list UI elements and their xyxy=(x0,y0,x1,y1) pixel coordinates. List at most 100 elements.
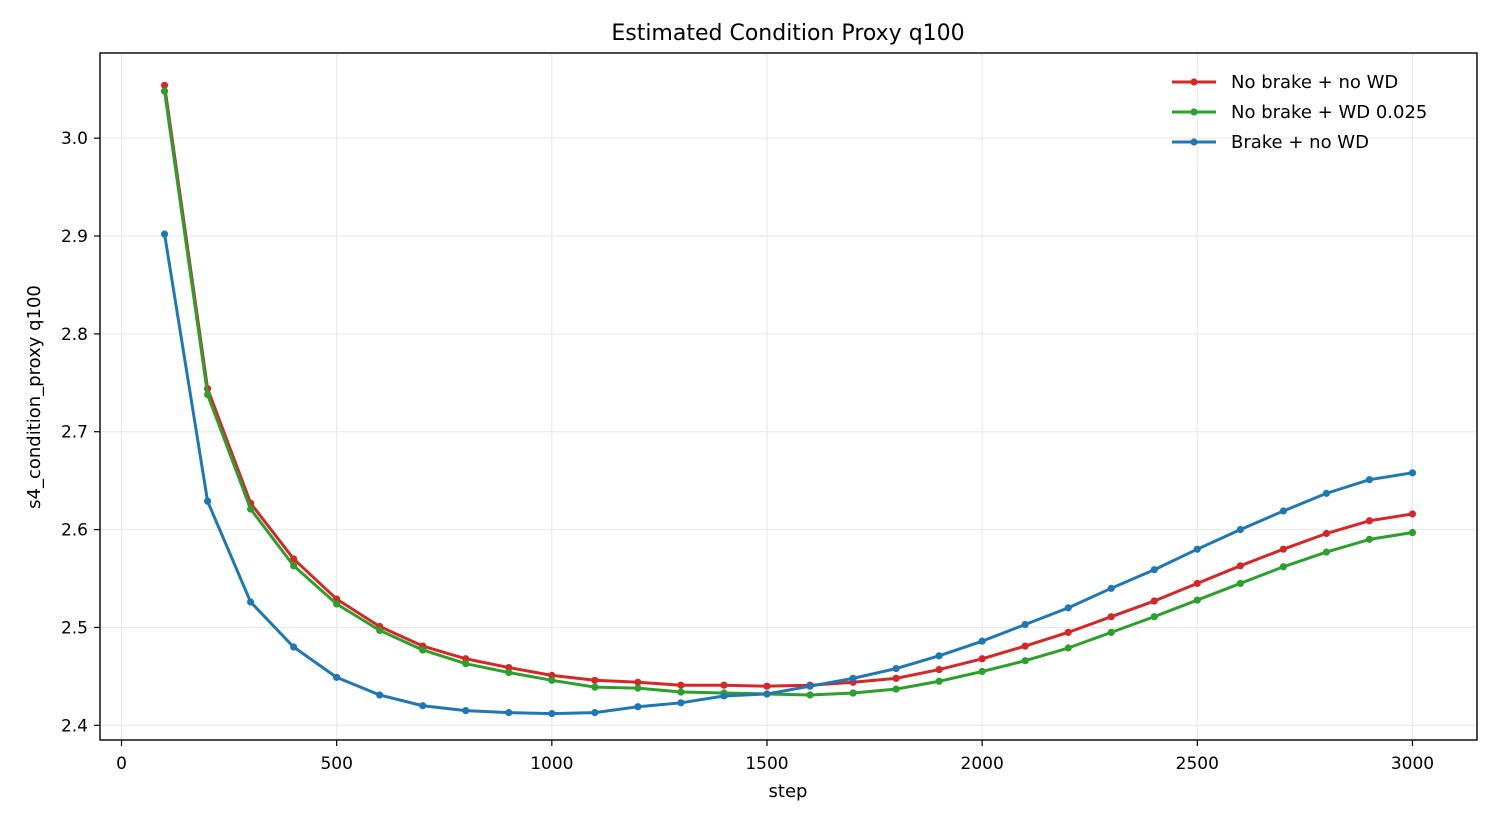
data-point xyxy=(203,390,212,399)
data-point xyxy=(1236,525,1244,534)
data-point xyxy=(892,674,900,682)
data-point xyxy=(935,665,943,674)
data-point xyxy=(333,673,341,681)
y-axis-label: s4_condition_proxy q100 xyxy=(24,285,45,509)
series-line xyxy=(163,232,1414,716)
y-tick-label: 3.0 xyxy=(61,129,88,149)
data-point xyxy=(419,702,427,710)
data-point xyxy=(677,699,685,707)
legend-label: No brake + no WD xyxy=(1231,72,1398,93)
data-point xyxy=(376,691,384,699)
data-point xyxy=(634,703,642,711)
series-line xyxy=(163,83,1414,688)
y-tick-label: 2.9 xyxy=(61,227,88,247)
y-tick-label: 2.6 xyxy=(61,521,88,541)
data-point xyxy=(1408,510,1417,518)
legend-marker xyxy=(1190,108,1198,116)
data-point xyxy=(806,682,814,690)
data-point xyxy=(419,646,427,654)
x-tick-label: 0 xyxy=(116,754,127,774)
data-point xyxy=(1365,476,1374,484)
legend-label: No brake + WD 0.025 xyxy=(1231,102,1427,123)
legend-label: Brake + no WD xyxy=(1231,132,1369,153)
data-point xyxy=(806,691,814,699)
y-tick-label: 2.7 xyxy=(61,423,88,443)
x-tick-label: 2500 xyxy=(1176,754,1219,774)
data-point xyxy=(1236,579,1244,588)
data-point xyxy=(1021,642,1029,650)
data-point xyxy=(892,664,900,673)
data-point xyxy=(548,676,556,684)
data-point xyxy=(1064,628,1072,636)
data-point xyxy=(935,652,943,660)
data-point xyxy=(1064,604,1072,612)
data-point xyxy=(1322,489,1330,497)
data-point xyxy=(634,678,642,686)
data-point xyxy=(1107,613,1115,621)
series-group xyxy=(160,81,1417,690)
legend-marker xyxy=(1190,138,1198,146)
data-point xyxy=(892,685,900,693)
data-point xyxy=(935,677,943,685)
data-point xyxy=(677,681,685,689)
data-point xyxy=(290,643,298,651)
data-point xyxy=(1279,507,1287,515)
data-point xyxy=(1193,545,1201,553)
data-point xyxy=(247,505,255,513)
x-tick-label: 2000 xyxy=(961,754,1004,774)
data-point xyxy=(1279,545,1287,553)
data-point xyxy=(849,689,857,697)
y-tick-label: 2.8 xyxy=(61,325,88,345)
data-point xyxy=(591,676,599,684)
series-group xyxy=(160,230,1417,718)
data-point xyxy=(978,637,986,645)
legend: No brake + no WD No brake + WD 0.025 Brake… xyxy=(1172,72,1427,153)
data-point xyxy=(1408,528,1417,537)
data-point xyxy=(591,708,599,717)
data-point xyxy=(247,598,255,606)
data-point xyxy=(160,230,169,238)
data-point xyxy=(1107,584,1115,592)
x-tick-label: 1000 xyxy=(530,754,573,774)
data-point xyxy=(1408,469,1417,477)
data-point xyxy=(1064,644,1072,652)
y-tick-label: 2.5 xyxy=(61,618,88,638)
data-point xyxy=(763,690,771,698)
x-tick-label: 500 xyxy=(320,754,352,774)
x-tick-label: 1500 xyxy=(745,754,788,774)
data-point xyxy=(505,668,513,677)
data-point xyxy=(677,688,685,696)
data-point xyxy=(634,684,642,692)
data-point xyxy=(1193,596,1201,604)
legend-marker xyxy=(1190,78,1198,86)
data-point xyxy=(333,600,341,608)
data-point xyxy=(548,709,556,718)
x-axis-label: step xyxy=(769,781,808,802)
data-point xyxy=(1021,620,1029,629)
data-point xyxy=(1279,563,1287,571)
plot-area xyxy=(160,81,1417,718)
data-point xyxy=(290,555,298,563)
series-line xyxy=(163,89,1414,697)
grid xyxy=(100,53,1477,740)
data-point xyxy=(160,81,169,89)
data-point xyxy=(720,692,728,700)
data-point xyxy=(1236,562,1244,570)
data-point xyxy=(1322,529,1330,538)
data-point xyxy=(376,626,384,634)
y-tick-label: 2.4 xyxy=(61,716,88,736)
x-tick-label: 3000 xyxy=(1391,754,1434,774)
axes-frame xyxy=(99,52,1478,741)
data-point xyxy=(1150,597,1158,605)
data-point xyxy=(763,682,771,690)
data-point xyxy=(1322,548,1330,556)
data-point xyxy=(849,674,857,682)
data-point xyxy=(203,497,212,505)
data-point xyxy=(462,707,470,715)
data-point xyxy=(978,667,986,676)
data-point xyxy=(160,87,169,95)
data-point xyxy=(1150,613,1158,621)
data-point xyxy=(591,683,599,691)
data-point xyxy=(505,708,513,717)
